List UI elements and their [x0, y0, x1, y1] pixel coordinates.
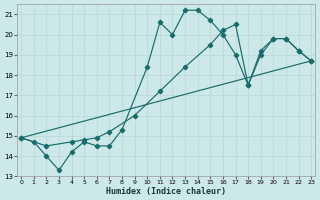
X-axis label: Humidex (Indice chaleur): Humidex (Indice chaleur)	[106, 187, 226, 196]
